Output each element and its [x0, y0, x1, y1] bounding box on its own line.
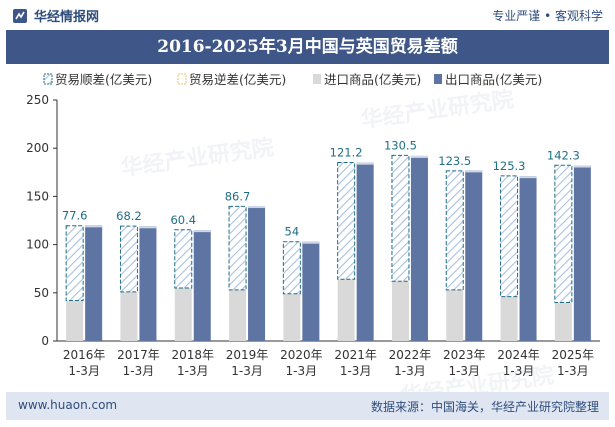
title-bar: 2016-2025年3月中国与英国贸易差额 [6, 30, 609, 64]
export-bar-cap [139, 226, 157, 229]
export-bar-cap [248, 206, 266, 209]
footer: www.huaon.com 数据来源：中国海关，华经产业研究院整理 [6, 392, 609, 420]
y-tick-label: 0 [41, 334, 49, 348]
surplus-bar [65, 225, 84, 302]
surplus-bar [500, 175, 519, 298]
x-tick-label: 2016年 [63, 348, 106, 362]
import-bar [500, 296, 518, 341]
export-bar-cap [302, 241, 320, 244]
y-tick-label: 50 [34, 286, 49, 300]
data-labels: 77.6 68.2 60.4 86.7 54 121.2 130.5 123.5 125.3 14… [62, 138, 580, 238]
x-tick-label: 2023年 [443, 348, 486, 362]
x-tick-label: 2024年 [497, 348, 540, 362]
export-bar [302, 241, 320, 341]
data-label: 121.2 [330, 145, 363, 159]
surplus-bar [228, 205, 247, 291]
export-bar [465, 170, 483, 341]
y-tick-label: 250 [26, 93, 49, 107]
data-label: 142.3 [547, 148, 580, 162]
x-tick-label: 1-3月 [231, 364, 263, 378]
export-bar [573, 165, 591, 341]
chart-title: 2016-2025年3月中国与英国贸易差额 [157, 37, 458, 57]
import-bar [391, 281, 409, 341]
data-label: 125.3 [493, 159, 526, 173]
export-bar [248, 206, 266, 341]
brand-name: 华经情报网 [34, 10, 100, 25]
chart: 贸易顺差(亿美元) 贸易逆差(亿美元) 进口商品(亿美元) 出口商品(亿美元) 0 50… [26, 72, 600, 378]
export-bar-cap [573, 165, 591, 168]
import-bar [554, 302, 572, 341]
import-bar [66, 300, 84, 341]
legend-label: 贸易逆差(亿美元) [189, 72, 286, 87]
import-bar [120, 291, 138, 341]
y-tick-label: 150 [26, 189, 49, 203]
legend: 贸易顺差(亿美元) 贸易逆差(亿美元) 进口商品(亿美元) 出口商品(亿美元) [43, 72, 542, 87]
bars [65, 154, 591, 341]
x-tick-label: 1-3月 [177, 364, 209, 378]
legend-swatch-deficit [177, 73, 187, 85]
legend-swatch-import [313, 74, 321, 84]
import-bar [174, 287, 192, 341]
export-bar-cap [193, 230, 211, 233]
import-bar [283, 293, 301, 341]
x-tick-label: 1-3月 [340, 364, 372, 378]
surplus-bar [337, 161, 356, 280]
data-label: 130.5 [384, 138, 417, 152]
axes: 0 50 100 150 200 250 2016年 1-3月 2017年 1-3月 2018年 1-… [26, 93, 600, 378]
tagline: 专业严谨 • 客观科学 [492, 9, 603, 23]
surplus-bar [445, 170, 464, 291]
import-bar [229, 289, 247, 341]
brand[interactable]: 华经情报网 [12, 6, 99, 25]
import-bar [446, 289, 464, 341]
export-bar [519, 176, 537, 341]
export-bar-cap [465, 170, 483, 173]
legend-label: 贸易顺差(亿美元) [55, 72, 152, 87]
surplus-bar [391, 154, 410, 282]
import-bar [337, 279, 355, 341]
data-label: 86.7 [225, 189, 251, 203]
data-label: 77.6 [62, 209, 88, 223]
export-bar-cap [519, 176, 537, 179]
legend-swatch-surplus [43, 73, 53, 85]
data-label: 123.5 [438, 154, 471, 168]
x-tick-label: 2025年 [552, 348, 595, 362]
x-tick-label: 2021年 [334, 348, 377, 362]
x-tick-label: 1-3月 [448, 364, 480, 378]
export-bar [139, 226, 157, 341]
export-bar [85, 225, 103, 341]
legend-label: 进口商品(亿美元) [324, 72, 421, 87]
brand-logo-icon [13, 8, 27, 23]
x-tick-label: 2017年 [117, 348, 160, 362]
data-source: 数据来源：中国海关，华经产业研究院整理 [370, 400, 599, 414]
x-tick-label: 1-3月 [123, 364, 155, 378]
y-tick-label: 200 [26, 141, 49, 155]
x-tick-label: 1-3月 [286, 364, 318, 378]
export-bar-cap [356, 162, 374, 165]
legend-swatch-export [434, 74, 442, 84]
export-bar-cap [410, 155, 428, 158]
data-label: 54 [285, 225, 300, 239]
top-bar: 华经情报网 专业严谨 • 客观科学 [0, 0, 615, 30]
surplus-bar [119, 225, 138, 293]
x-tick-label: 1-3月 [394, 364, 426, 378]
legend-label: 出口商品(亿美元) [445, 72, 542, 87]
data-label: 68.2 [116, 209, 142, 223]
export-bar [356, 162, 374, 341]
x-tick-label: 2020年 [280, 348, 323, 362]
export-bar [193, 230, 211, 341]
website-link[interactable]: www.huaon.com [18, 398, 118, 412]
x-tick-label: 1-3月 [557, 364, 589, 378]
x-tick-label: 2018年 [171, 348, 214, 362]
x-tick-label: 1-3月 [68, 364, 100, 378]
x-tick-label: 2019年 [226, 348, 269, 362]
export-bar [410, 155, 428, 341]
x-tick-label: 2022年 [389, 348, 432, 362]
surplus-bar [282, 241, 301, 295]
x-tick-label: 1-3月 [503, 364, 535, 378]
export-bar-cap [85, 225, 103, 228]
surplus-bar [554, 164, 573, 303]
data-label: 60.4 [170, 213, 196, 227]
surplus-bar [174, 229, 193, 289]
y-tick-label: 100 [26, 238, 49, 252]
